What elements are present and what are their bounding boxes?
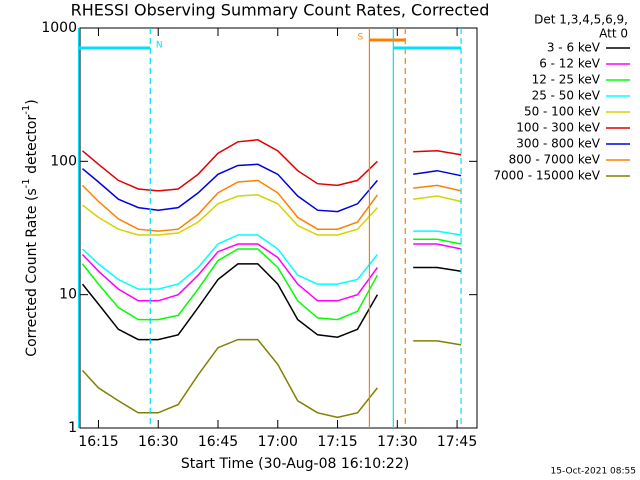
y-label-sup: -1 xyxy=(21,178,32,188)
x-tick-label: 17:00 xyxy=(258,434,298,450)
y-tick-label: 1000 xyxy=(41,20,77,36)
series-line xyxy=(81,179,462,232)
legend-header: Att 0 xyxy=(599,27,628,41)
y-tick-label: 100 xyxy=(50,153,77,169)
legend-label: 7000 - 15000 keV xyxy=(493,169,600,183)
series-line xyxy=(82,139,462,192)
x-tick-label: 16:45 xyxy=(198,434,238,450)
y-label-part: detector xyxy=(24,115,40,179)
y-label-sup: -1 xyxy=(21,105,32,115)
series-line xyxy=(81,238,462,321)
x-axis-label: Start Time (30-Aug-08 16:10:22) xyxy=(181,456,409,472)
x-tick-label: 16:15 xyxy=(78,434,118,450)
series-line xyxy=(81,338,462,419)
y-tick-label: 10 xyxy=(59,287,77,303)
legend-label: 6 - 12 keV xyxy=(539,57,601,71)
legend-label: 12 - 25 keV xyxy=(532,73,601,87)
legend-label: 50 - 100 keV xyxy=(524,105,601,119)
chart-title: RHESSI Observing Summary Count Rates, Co… xyxy=(71,1,490,20)
y-label-part: Corrected Count Rate (s xyxy=(24,188,40,356)
footer: 15-Oct-2021 08:55 xyxy=(551,467,636,477)
x-tick-label: 17:45 xyxy=(437,434,477,450)
interval-label: S xyxy=(358,33,364,43)
y-tick-label: 1 xyxy=(68,420,77,436)
legend-label: 800 - 7000 keV xyxy=(509,153,601,167)
series-line xyxy=(82,194,462,236)
series-line xyxy=(81,243,462,302)
plot-frame xyxy=(79,27,478,429)
series-line xyxy=(82,163,462,213)
legend-label: 25 - 50 keV xyxy=(532,89,601,103)
legend-label: 100 - 300 keV xyxy=(516,121,600,135)
series-line xyxy=(81,263,462,341)
x-tick-label: 16:30 xyxy=(138,434,178,450)
interval-label: N xyxy=(156,41,163,51)
x-tick-label: 17:15 xyxy=(317,434,357,450)
series-line xyxy=(81,230,462,290)
y-axis-label: Corrected Count Rate (s-1 detector-1) xyxy=(21,99,40,356)
x-tick-label: 17:30 xyxy=(377,434,417,450)
legend-label: 300 - 800 keV xyxy=(516,137,600,151)
y-label-part: ) xyxy=(24,99,40,104)
legend-label: 3 - 6 keV xyxy=(547,41,601,55)
legend-header: Det 1,3,4,5,6,9, xyxy=(534,13,628,27)
